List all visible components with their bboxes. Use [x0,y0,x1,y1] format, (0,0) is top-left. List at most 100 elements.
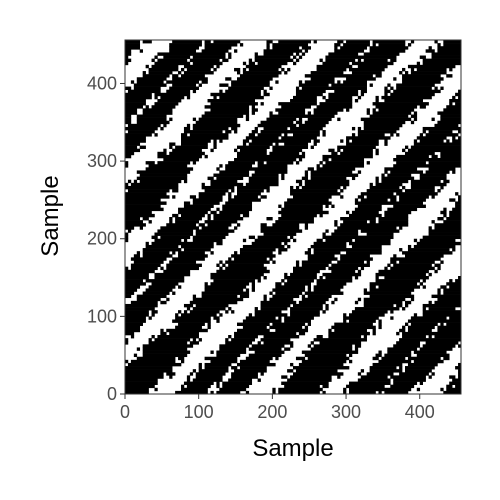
heatmap-cell-run [125,151,135,156]
heatmap-cell-run [349,319,376,323]
heatmap-cell-run [295,260,300,264]
heatmap-cell-run [169,220,173,224]
heatmap-cell-run [237,185,270,190]
heatmap-cell-run [260,229,303,233]
heatmap-cell-run [343,185,347,190]
heatmap-cell-run [216,390,241,395]
heatmap-cell-run [343,390,347,395]
heatmap-cell-run [125,232,129,236]
heatmap-cell-run [269,257,273,261]
heatmap-cell-run [446,217,462,221]
heatmap-cell-run [125,99,146,103]
heatmap-cell-run [231,80,270,84]
heatmap-cell-run [328,92,359,97]
heatmap-cell-run [431,195,435,199]
heatmap-cell-run [266,189,270,193]
heatmap-cell-run [237,71,241,75]
heatmap-cell-run [133,254,141,258]
heatmap-cell-run [357,130,397,134]
heatmap-cell-run [390,266,435,271]
heatmap-cell-run [142,291,170,295]
heatmap-cell-run [169,151,205,156]
heatmap-cell-run [284,201,332,205]
heatmap-cell-run [349,213,382,218]
heatmap-cell-run [393,254,397,258]
heatmap-cell-run [301,86,367,90]
heatmap-cell-run [248,347,282,351]
heatmap-cell-run [458,362,462,367]
heatmap-cell-run [334,220,338,224]
heatmap-cell-run [136,251,141,255]
heatmap-cell-run [354,307,400,311]
heatmap-cell-run [257,61,288,66]
heatmap-cell-run [375,99,379,103]
heatmap-cell-run [242,61,247,66]
heatmap-cell-run [396,86,432,90]
heatmap-cell-run [163,123,167,128]
heatmap-cell-run [139,226,143,230]
heatmap-cell-run [148,341,188,345]
heatmap-cell-run [431,55,462,59]
heatmap-cell-run [393,263,432,267]
heatmap-cell-run [290,189,338,193]
heatmap-cell-run [307,356,350,361]
heatmap-cell-run [440,154,462,159]
heatmap-cell-run [163,269,191,274]
heatmap-cell-run [275,220,314,224]
heatmap-cell-run [254,170,288,174]
heatmap-cell-run [284,272,288,277]
heatmap-cell-run [157,151,167,156]
heatmap-cell-run [242,67,247,72]
heatmap-cell-run [210,390,214,395]
heatmap-cell-run [452,378,462,382]
heatmap-cell-run [172,83,197,87]
heatmap-cell-run [284,133,288,137]
heatmap-cell-run [346,136,391,140]
heatmap-cell-run [269,86,273,90]
heatmap-cell-run [133,260,164,264]
heatmap-cell-run [186,95,191,100]
heatmap-cell-run [248,313,253,317]
heatmap-cell-run [186,384,211,389]
heatmap-cell-run [419,173,447,177]
heatmap-cell-run [201,185,235,190]
heatmap-cell-run [234,226,238,230]
heatmap-cell-run [372,43,376,47]
heatmap-cell-run [446,74,453,78]
heatmap-cell-run [422,61,462,66]
heatmap-cell-run [301,185,341,190]
heatmap-cell-run [228,198,261,202]
heatmap-cell-run [322,133,326,137]
heatmap-cell-run [248,353,282,358]
heatmap-cell-run [416,136,447,140]
heatmap-cell-run [133,353,138,358]
heatmap-cell-run [319,161,323,165]
heatmap-cell-run [295,52,300,56]
heatmap-cell-run [340,195,344,199]
heatmap-cell-run [413,350,447,354]
heatmap-cell-run [363,52,400,56]
heatmap-cell-run [304,179,350,184]
heatmap-cell-run [313,111,338,115]
heatmap-cell-run [242,71,282,75]
heatmap-cell-run [410,145,462,149]
heatmap-cell-run [452,248,456,252]
heatmap-cell-run [125,108,138,112]
heatmap-cell-run [399,248,403,252]
heatmap-cell-run [207,322,211,326]
heatmap-cell-run [360,266,365,271]
heatmap-cell-run [393,381,418,385]
heatmap-cell-run [405,71,409,75]
heatmap-cell-run [413,117,418,122]
heatmap-cell-run [316,279,353,283]
heatmap-cell-run [151,235,158,240]
heatmap-cell-run [301,176,309,181]
heatmap-cell-run [125,154,132,159]
heatmap-cell-run [142,108,173,112]
heatmap-cell-run [310,347,353,351]
heatmap-cell-run [375,151,379,156]
heatmap-cell-run [434,223,462,227]
heatmap-cell-run [125,213,155,218]
heatmap-cell-run [183,238,188,243]
heatmap-cell-run [343,319,347,323]
